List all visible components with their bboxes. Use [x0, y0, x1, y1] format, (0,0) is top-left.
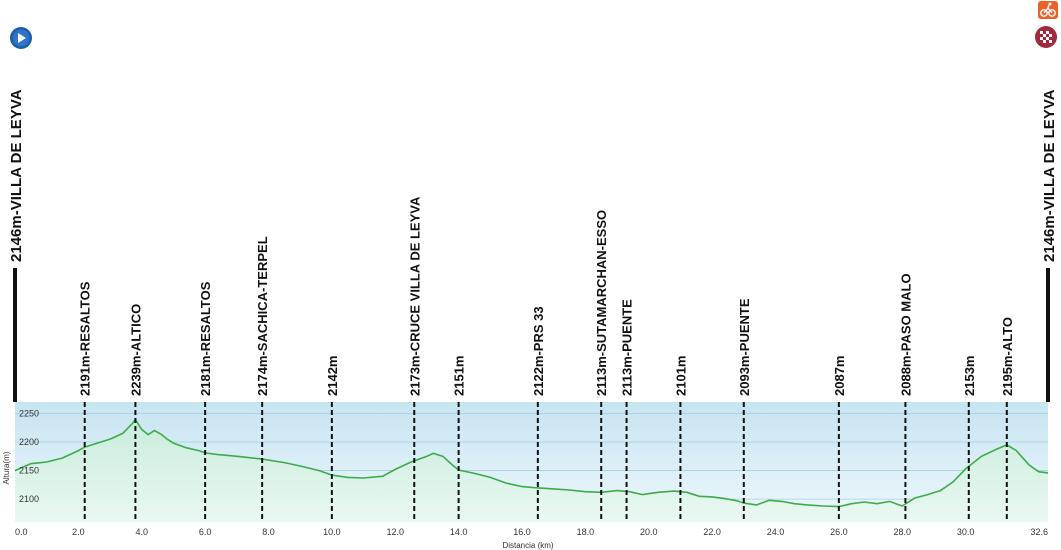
finish-flag-icon[interactable] [1034, 25, 1058, 49]
cyclist-icon [1037, 0, 1059, 20]
x-tick-label: 26.0 [830, 527, 848, 537]
x-tick-label: 20.0 [640, 527, 658, 537]
y-tick-label: 2200 [19, 437, 39, 447]
waypoint-label: 2153m [962, 356, 977, 396]
y-tick-label: 2150 [19, 466, 39, 476]
waypoint-label: 2195m-ALTO [1000, 317, 1015, 396]
x-tick-label: 10.0 [323, 527, 341, 537]
waypoint-label: 2142m [325, 356, 340, 396]
waypoint-label: 2173m-CRUCE VILLA DE LEYVA [407, 196, 422, 396]
x-tick-label: 8.0 [262, 527, 275, 537]
x-tick-label: 6.0 [199, 527, 212, 537]
waypoint-label: 2174m-SACHICA-TERPEL [255, 236, 270, 396]
x-tick-label: 12.0 [386, 527, 404, 537]
waypoint-label: 2087m [832, 356, 847, 396]
x-tick-label: 30.0 [957, 527, 975, 537]
waypoint-label: 2088m-PASO MALO [898, 273, 913, 396]
waypoint-label: 2093m-PUENTE [737, 298, 752, 396]
x-axis-title: Distancia (km) [502, 541, 553, 550]
y-tick-label: 2250 [19, 408, 39, 418]
y-tick-label: 2100 [19, 494, 39, 504]
x-tick-label: 32.6 [1030, 527, 1048, 537]
waypoint-label: 2191m-RESALTOS [78, 281, 93, 396]
waypoint-label: 2113m-SUTAMARCHAN-ESSO [594, 210, 609, 396]
x-tick-label: 18.0 [577, 527, 595, 537]
elevation-line [14, 418, 1049, 508]
x-tick-label: 28.0 [893, 527, 911, 537]
endpoint-label: 2146m-VILLA DE LEYVA [8, 89, 25, 262]
play-icon[interactable] [9, 26, 33, 50]
x-tick-label: 2.0 [72, 527, 85, 537]
x-tick-label: 0.0 [15, 527, 28, 537]
waypoint-label: 2239m-ALTICO [128, 304, 143, 396]
waypoint-label: 2101m [673, 356, 688, 396]
endpoint-label: 2146m-VILLA DE LEYVA [1041, 89, 1058, 262]
waypoint-markers: 2146m-VILLA DE LEYVA 2191m-RESALTOS 2239m-… [8, 89, 1058, 522]
waypoint-label: 2122m-PRS 33 [531, 306, 546, 396]
waypoint-label: 2151m [452, 356, 467, 396]
x-tick-label: 14.0 [450, 527, 468, 537]
x-tick-label: 22.0 [703, 527, 721, 537]
x-tick-label: 24.0 [767, 527, 785, 537]
x-tick-label: 4.0 [135, 527, 148, 537]
y-axis-title: Altura(m) [2, 451, 11, 484]
x-axis-ticks: 0.0 2.0 4.0 6.0 8.0 10.0 12.0 14.0 16.0 18.0 20.0 2… [15, 527, 1048, 537]
elevation-area [15, 419, 1048, 522]
x-tick-label: 16.0 [513, 527, 531, 537]
waypoint-label: 2113m-PUENTE [620, 299, 635, 396]
waypoint-label: 2181m-RESALTOS [198, 281, 213, 396]
y-axis-ticks: 2100 2150 2200 2250 [19, 408, 39, 504]
